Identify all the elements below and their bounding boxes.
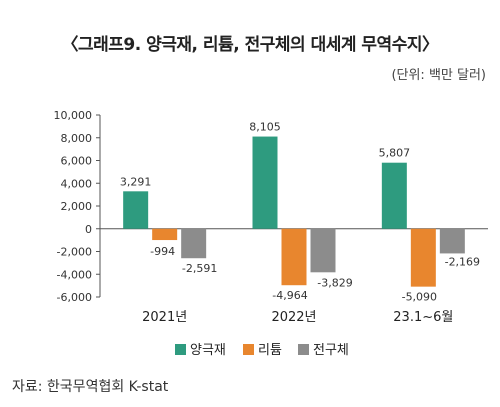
x-category-label: 2021년 (142, 310, 187, 325)
y-tick-label: 8,000 (61, 132, 93, 145)
data-label: -3,829 (317, 276, 352, 289)
y-tick-label: 10,000 (54, 109, 93, 122)
bar-1 (252, 136, 278, 229)
bar-3 (310, 228, 336, 273)
legend-swatch-2 (243, 344, 254, 355)
bar-3 (181, 228, 207, 259)
legend-swatch-1 (175, 344, 186, 355)
unit-note: (단위: 백만 달러) (391, 68, 486, 83)
legend-label: 양극재 (190, 343, 226, 358)
y-tick-label: 0 (85, 223, 92, 236)
x-category-label: 23.1~6월 (393, 310, 453, 325)
data-label: 3,291 (120, 175, 152, 188)
data-label: -2,591 (182, 262, 217, 275)
data-label: 8,105 (249, 121, 281, 134)
legend-swatch-3 (298, 344, 309, 355)
bar-1 (123, 191, 149, 229)
chart-title: 〈그래프9. 양극재, 리튬, 전구체의 대세계 무역수지〉 (61, 35, 439, 55)
bar-2 (410, 228, 436, 287)
y-tick-label: -4,000 (57, 268, 92, 281)
legend-label: 전구체 (313, 343, 349, 358)
data-label: -5,090 (402, 291, 437, 304)
bar-2 (281, 228, 307, 286)
legend-label: 리튬 (258, 343, 282, 358)
data-label: 5,807 (379, 147, 411, 160)
data-label: -2,169 (445, 255, 480, 268)
y-tick-label: -2,000 (57, 246, 92, 259)
x-category-label: 2022년 (271, 310, 316, 325)
bar-2 (152, 228, 178, 241)
source-note: 자료: 한국무역협회 K-stat (12, 379, 169, 395)
y-tick-label: -6,000 (57, 291, 92, 304)
y-tick-label: 2,000 (61, 200, 93, 213)
data-label: -4,964 (272, 289, 307, 302)
y-tick-label: 6,000 (61, 155, 93, 168)
data-label: -994 (150, 245, 175, 258)
bar-1 (381, 162, 407, 229)
y-tick-label: 4,000 (61, 177, 93, 190)
bar-3 (439, 228, 465, 254)
